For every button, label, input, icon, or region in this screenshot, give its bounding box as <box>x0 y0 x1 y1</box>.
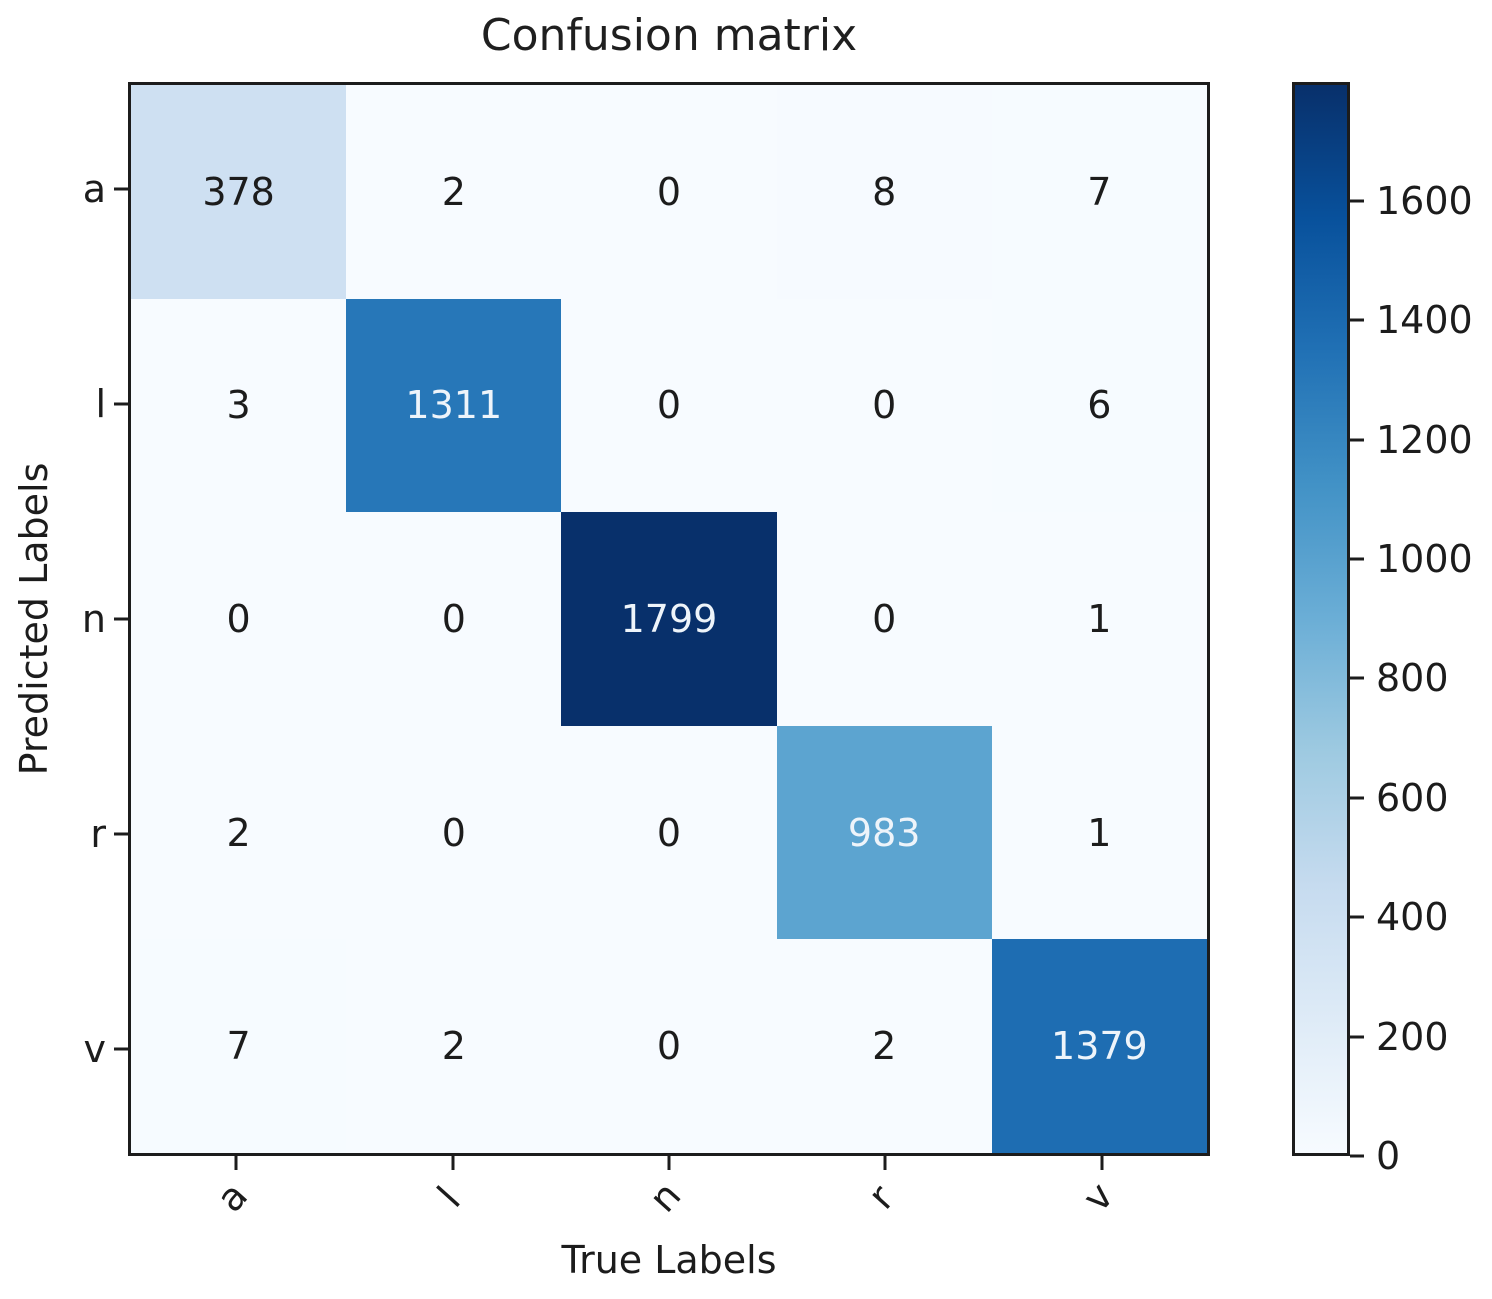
cell-value: 0 <box>226 596 251 641</box>
y-tick-label-v: v <box>83 1026 107 1071</box>
heatmap-cell-a-l: 2 <box>346 85 562 299</box>
cell-value: 0 <box>872 383 897 428</box>
colorbar-tick-mark <box>1350 676 1364 680</box>
x-tick-label-v: v <box>1073 1173 1122 1221</box>
cell-value: 2 <box>441 1024 466 1069</box>
heatmap-plot-area: 378 2 0 8 7 3 1311 0 0 6 0 0 1799 0 1 2 0 0 983 1 7 2 0 2 1379 <box>128 82 1210 1156</box>
x-tick-mark <box>667 1156 671 1170</box>
y-tick-label-n: n <box>81 597 106 641</box>
heatmap-cell-r-v: 1 <box>991 725 1207 940</box>
colorbar-tick-mark <box>1350 318 1364 322</box>
heatmap-cell-a-r: 8 <box>776 85 992 299</box>
heatmap-cell-n-r: 0 <box>776 512 992 726</box>
heatmap-cell-l-a: 3 <box>131 298 347 513</box>
colorbar-tick-label-1400: 1400 <box>1376 298 1473 343</box>
cell-value: 6 <box>1087 383 1112 428</box>
cell-value: 1379 <box>1051 1024 1148 1069</box>
y-tick-mark <box>114 1047 128 1051</box>
cell-value: 0 <box>656 383 682 428</box>
colorbar-tick-mark <box>1350 915 1364 919</box>
colorbar-tick-label-1600: 1600 <box>1376 178 1473 223</box>
colorbar-tick-mark <box>1350 796 1364 800</box>
cell-value: 3 <box>226 383 251 428</box>
chart-title: Confusion matrix <box>480 10 858 61</box>
heatmap-cell-n-l: 0 <box>346 512 562 726</box>
y-tick-label-r: r <box>90 811 106 856</box>
colorbar-tick-label-600: 600 <box>1376 775 1449 820</box>
cell-value: 8 <box>872 169 897 214</box>
colorbar-tick-label-800: 800 <box>1376 656 1449 701</box>
x-tick-mark <box>883 1156 887 1170</box>
y-tick-mark <box>114 402 128 406</box>
heatmap-cell-n-n: 1799 <box>561 512 777 726</box>
x-tick-label-a: a <box>208 1173 257 1221</box>
heatmap-cell-a-v: 7 <box>991 85 1207 299</box>
cell-value: 0 <box>656 169 682 214</box>
heatmap-cell-a-n: 0 <box>561 85 777 299</box>
heatmap-cell-n-v: 1 <box>991 512 1207 726</box>
y-tick-label-l: l <box>95 382 106 427</box>
y-tick-mark <box>114 832 128 836</box>
colorbar-tick-mark <box>1350 557 1364 561</box>
heatmap-cell-l-l: 1311 <box>346 298 562 513</box>
heatmap-cell-l-n: 0 <box>561 298 777 513</box>
x-tick-mark <box>1100 1156 1104 1170</box>
cell-value: 1311 <box>405 383 503 428</box>
colorbar-tick-mark <box>1350 1035 1364 1039</box>
cell-value: 2 <box>226 810 251 855</box>
heatmap-cell-v-v: 1379 <box>991 939 1207 1153</box>
x-tick-label-r: r <box>859 1176 903 1218</box>
heatmap-cell-v-n: 0 <box>561 939 777 1153</box>
colorbar-tick-label-400: 400 <box>1376 895 1449 940</box>
heatmap-cell-v-l: 2 <box>346 939 562 1153</box>
heatmap-cell-v-a: 7 <box>131 939 347 1153</box>
y-tick-mark <box>114 617 128 621</box>
colorbar-tick-label-0: 0 <box>1376 1134 1401 1178</box>
x-tick-mark <box>451 1156 455 1170</box>
heatmap-cell-r-l: 0 <box>346 725 562 940</box>
cell-value: 0 <box>656 1024 682 1069</box>
colorbar-tick-label-200: 200 <box>1376 1014 1449 1059</box>
colorbar <box>1292 82 1350 1156</box>
colorbar-tick-label-1200: 1200 <box>1376 417 1473 462</box>
heatmap-cell-r-n: 0 <box>561 725 777 940</box>
y-tick-label-a: a <box>82 167 106 212</box>
cell-value: 2 <box>441 169 466 214</box>
cell-value: 0 <box>656 810 682 855</box>
cell-value: 0 <box>441 810 466 855</box>
heatmap-cell-r-r: 983 <box>776 725 992 940</box>
heatmap-cell-r-a: 2 <box>131 725 347 940</box>
cell-value: 7 <box>226 1024 251 1069</box>
colorbar-tick-mark <box>1350 438 1364 442</box>
colorbar-tick-mark <box>1350 1154 1364 1158</box>
heatmap-cell-a-a: 378 <box>131 85 347 299</box>
heatmap-cell-n-a: 0 <box>131 512 347 726</box>
cell-value: 378 <box>202 169 275 214</box>
x-tick-mark <box>234 1156 238 1170</box>
colorbar-tick-mark <box>1350 199 1364 203</box>
cell-value: 0 <box>441 596 466 641</box>
cell-value: 1799 <box>620 596 718 641</box>
x-tick-label-l: l <box>428 1178 469 1216</box>
y-tick-mark <box>114 187 128 191</box>
cell-value: 2 <box>872 1024 897 1069</box>
cell-value: 983 <box>847 810 921 855</box>
heatmap-cell-l-r: 0 <box>776 298 992 513</box>
cell-value: 7 <box>1087 169 1112 214</box>
x-tick-label-n: n <box>640 1173 690 1221</box>
cell-value: 1 <box>1087 810 1112 855</box>
cell-value: 0 <box>872 596 897 641</box>
colorbar-tick-label-1000: 1000 <box>1376 537 1473 581</box>
x-axis-label: True Labels <box>561 1238 777 1282</box>
cell-value: 1 <box>1087 596 1112 641</box>
heatmap-cell-l-v: 6 <box>991 298 1207 513</box>
heatmap-cell-v-r: 2 <box>776 939 992 1153</box>
